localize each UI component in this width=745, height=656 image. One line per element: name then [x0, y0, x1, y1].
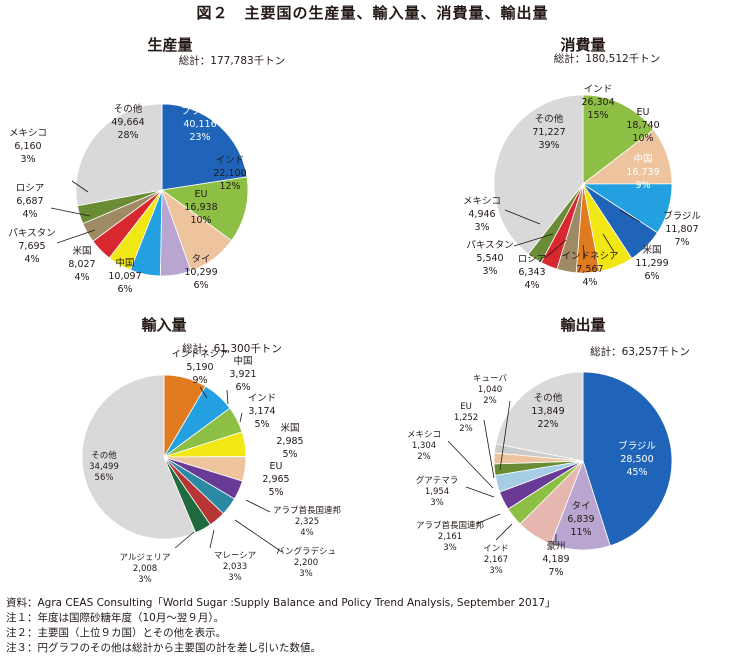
pie-slice [495, 371, 584, 462]
leader-line [174, 531, 195, 549]
leader-line [499, 400, 511, 471]
leader-line [199, 386, 208, 399]
slice-label: インドネシア 5,190 9% [171, 349, 228, 386]
leader-line [602, 233, 615, 253]
slice-label: 中国 10,097 6% [108, 257, 141, 295]
slice-label: メキシコ 4,946 3% [463, 196, 501, 233]
slice-label: インド 22,100 12% [213, 155, 246, 192]
slice-label: ロシア 6,343 4% [518, 254, 547, 291]
slice-label: ブラジル 11,807 7% [663, 210, 701, 248]
slice-label: アラブ首長国連邦 2,325 4% [273, 505, 342, 538]
note-1: 注１：年度は国際砂糖年度（10月～翌９月）。 [6, 612, 225, 624]
pie-slice [81, 374, 197, 540]
slice-label: インドネシア 7,567 4% [561, 251, 618, 288]
slice-label: インド 3,174 5% [248, 393, 277, 430]
chart-title: 消費量 [560, 36, 605, 54]
slice-label: その他 13,849 22% [531, 392, 564, 430]
leader-line [513, 233, 554, 247]
chart-title: 生産量 [147, 36, 192, 54]
slice-label: グアテマラ 1,954 3% [416, 475, 459, 508]
leader-line [56, 229, 96, 244]
leader-line [447, 440, 494, 489]
leader-line [239, 412, 243, 423]
slice-label: バングラデシュ 2,200 3% [276, 546, 336, 579]
leader-line [483, 419, 495, 479]
leader-line [465, 486, 495, 498]
leader-line [544, 239, 567, 259]
slice-label: 米国 11,299 6% [635, 244, 668, 282]
leader-line [619, 209, 641, 223]
slice-label: タイ 6,839 11% [567, 501, 594, 538]
leader-line [504, 209, 541, 225]
slice-label: EU 16,938 10% [184, 189, 217, 226]
leader-line [495, 523, 513, 541]
slice-label: EU 2,965 5% [262, 461, 289, 498]
figure-title: 図２ 主要国の生産量、輸入量、消費量、輸出量 [196, 4, 549, 22]
slice-label: EU 18,740 10% [626, 107, 659, 144]
slice-label: EU 1,252 2% [454, 402, 478, 434]
leader-line [475, 513, 501, 525]
chart-total: 総計：180,512千トン [554, 52, 660, 65]
slice-label: 豪州 4,189 7% [542, 540, 569, 578]
slice-label: アラブ首長国連邦 2,161 3% [416, 520, 485, 553]
slice-label: 米国 8,027 4% [68, 245, 95, 283]
leader-line [245, 499, 271, 513]
slice-label: その他 34,499 56% [89, 450, 119, 483]
pie-slice [582, 371, 673, 547]
pie-slice [582, 94, 655, 185]
pie-slice [161, 103, 248, 191]
slice-label: タイ 10,299 6% [184, 254, 217, 291]
slice-label: パキスタン 7,695 4% [8, 228, 55, 265]
slice-label: 米国 2,985 5% [276, 422, 303, 460]
slice-label: ロシア 6,687 4% [16, 183, 45, 220]
slice-label: ブラジル 28,500 45% [618, 440, 656, 478]
slice-label: 中国 3,921 6% [229, 355, 256, 393]
slice-label: ブラジル 40,116 23% [181, 105, 219, 143]
slice-label: パキスタン 5,540 3% [466, 240, 513, 277]
slice-label: メキシコ 1,304 2% [407, 430, 441, 462]
note-source: 資料：Agra CEAS Consulting「World Sugar :Sup… [6, 597, 556, 609]
note-3: 注３：円グラフのその他は総計から主要国の計を差し引いた数値。 [6, 642, 321, 654]
chart-total: 総計：61,300千トン [182, 342, 282, 355]
leader-line [582, 244, 586, 259]
slice-label: その他 49,664 28% [111, 103, 144, 141]
slice-label: インド 26,304 15% [581, 84, 614, 121]
chart-total: 総計：63,257千トン [590, 345, 690, 358]
leader-line [234, 519, 283, 553]
leader-line [71, 180, 89, 193]
leader-line [209, 529, 215, 549]
leader-line [50, 207, 91, 217]
slice-label: マレーシア 2,033 3% [214, 551, 256, 583]
slice-label: アルジェリア 2,008 3% [120, 553, 171, 585]
chart-total: 総計：177,783千トン [179, 54, 285, 67]
pie-slice [75, 103, 163, 207]
slice-label: 中国 16,739 9% [626, 153, 659, 191]
chart-title: 輸入量 [141, 316, 186, 334]
pie-slice [160, 176, 249, 242]
leader-line [226, 389, 229, 405]
slice-label: キューバ 1,040 2% [473, 374, 507, 406]
notes: 資料：Agra CEAS Consulting「World Sugar :Sup… [6, 596, 556, 656]
slice-label: メキシコ 6,160 3% [9, 128, 47, 165]
chart-title: 輸出量 [560, 316, 605, 334]
slice-label: その他 71,227 39% [532, 113, 565, 151]
note-2: 注２：主要国（上位９カ国）とその他を表示。 [6, 627, 227, 639]
slice-label: インド 2,167 3% [483, 544, 509, 576]
